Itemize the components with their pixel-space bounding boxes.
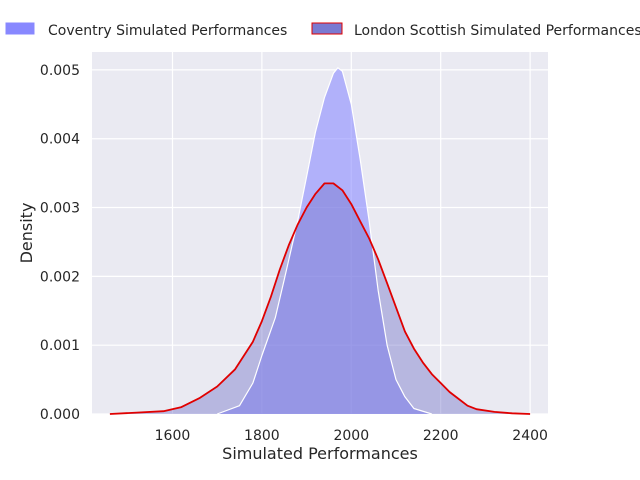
legend: Coventry Simulated Performances London S…	[5, 22, 640, 39]
series-area-0	[217, 67, 432, 415]
series-area-1	[109, 183, 531, 414]
x-axis-title: Simulated Performances	[222, 444, 418, 463]
legend-label-coventry: Coventry Simulated Performances	[48, 23, 287, 39]
legend-swatch-coventry	[5, 22, 35, 35]
y-axis-title: Density	[17, 203, 36, 264]
x-tick-label: 1600	[155, 428, 191, 444]
y-tick-label: 0.000	[40, 407, 80, 423]
x-tick-label: 1800	[244, 428, 280, 444]
y-tick-label: 0.004	[40, 132, 80, 148]
legend-swatch-london-scottish	[311, 22, 343, 35]
y-tick-label: 0.005	[40, 63, 80, 79]
x-tick-label: 2200	[423, 428, 459, 444]
series-layer	[109, 67, 531, 415]
x-tick-label: 2400	[512, 428, 548, 444]
ticks: 1600 1800 2000 2200 2400 0.000 0.001 0.002 0.003…	[40, 63, 548, 444]
y-tick-label: 0.003	[40, 201, 80, 217]
series-line-0	[216, 67, 432, 415]
y-tick-label: 0.002	[40, 269, 80, 285]
x-tick-label: 2000	[333, 428, 369, 444]
legend-label-london-scottish: London Scottish Simulated Performances	[354, 23, 640, 39]
series-line-1	[109, 182, 531, 415]
y-tick-label: 0.001	[40, 338, 80, 354]
